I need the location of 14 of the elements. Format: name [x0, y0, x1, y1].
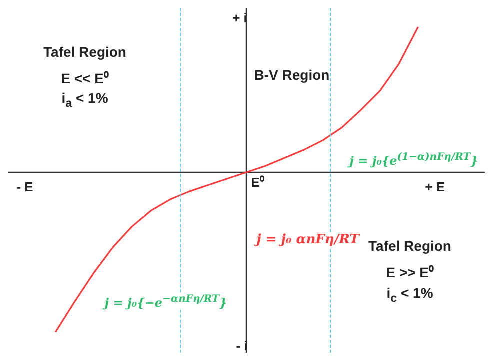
- annotation: E⁰: [251, 174, 265, 191]
- text: + i: [232, 10, 248, 26]
- annotation: Tafel Region: [368, 238, 452, 254]
- annotation: - E: [16, 180, 34, 194]
- annotation: + E: [425, 180, 445, 194]
- annotation: Tafel Region: [44, 44, 126, 60]
- annotation: E >> E⁰: [386, 264, 434, 282]
- annotation: j = j₀ αnFη/RT: [254, 232, 362, 248]
- annotation: j = j₀{−e$^{−αnFη/RT}$}: [102, 294, 230, 310]
- annotation: j = j₀{e$^{(1−α)nFη/RT}$}: [348, 152, 480, 168]
- annotation: i$_{c}$ < 1%: [386, 285, 434, 305]
- annotation: B-V Region: [254, 67, 330, 83]
- annotation: E << E⁰: [61, 70, 109, 88]
- annotation: i$_{a}$ < 1%: [62, 90, 108, 110]
